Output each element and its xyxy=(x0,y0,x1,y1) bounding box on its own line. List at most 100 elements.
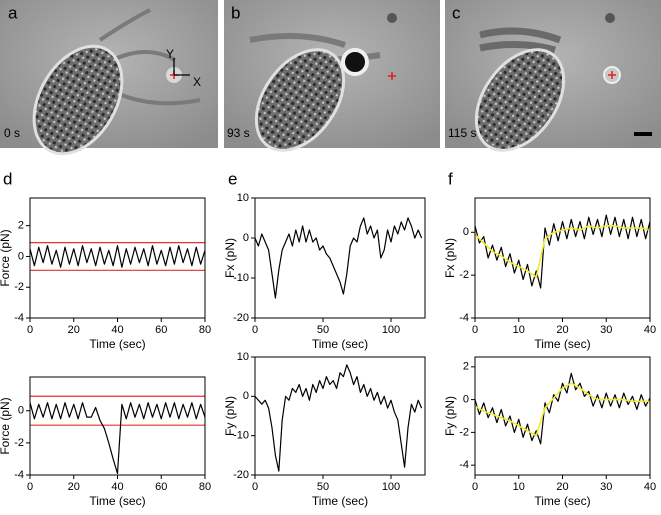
cell xyxy=(254,48,346,152)
cell-process xyxy=(479,27,562,54)
x-tick-label: 100 xyxy=(382,481,400,493)
y-tick-label: -20 xyxy=(233,469,249,481)
x-tick-label: 0 xyxy=(252,481,258,493)
plot-frame xyxy=(29,197,206,319)
trace xyxy=(29,245,206,268)
y-axis-label: Fx (pN) xyxy=(443,238,457,278)
x-tick-label: 60 xyxy=(155,481,167,493)
y-axis-label: Fx (pN) xyxy=(223,238,237,278)
y-tick-label: -2 xyxy=(459,426,469,438)
x-tick-label: 40 xyxy=(644,481,656,493)
marker xyxy=(388,72,396,80)
y-tick-label: 0 xyxy=(463,394,469,406)
scale-bar xyxy=(634,132,652,136)
y-tick-label: 10 xyxy=(237,192,249,204)
trace xyxy=(474,225,651,279)
x-tick-label: 40 xyxy=(111,324,123,336)
debris xyxy=(605,13,615,23)
y-tick-label: -2 xyxy=(459,269,469,281)
panel-label: e xyxy=(228,169,237,188)
trace xyxy=(474,372,651,445)
image-panel: Y X a 0 s xyxy=(0,0,218,156)
x-tick-label: 40 xyxy=(111,481,123,493)
panel-label: b xyxy=(231,3,240,22)
y-tick-label: -2 xyxy=(14,437,24,449)
axis-label: X xyxy=(193,75,201,89)
x-axis-label: Time (sec) xyxy=(89,337,145,351)
x-axis-label: Time (sec) xyxy=(312,494,368,508)
x-tick-label: 0 xyxy=(27,481,33,493)
x-tick-label: 30 xyxy=(600,324,612,336)
x-axis-label: Time (sec) xyxy=(312,337,368,351)
plot-frame xyxy=(474,356,651,476)
trace xyxy=(254,364,423,472)
x-axis-label: Time (sec) xyxy=(534,337,590,351)
panel-label: c xyxy=(452,3,461,22)
panel-label: f xyxy=(448,169,453,188)
debris xyxy=(387,13,397,23)
marker xyxy=(608,71,616,79)
y-tick-label: 0 xyxy=(243,232,249,244)
plot-frame xyxy=(254,197,426,319)
time-label: 115 s xyxy=(448,126,476,140)
trace xyxy=(29,402,206,474)
y-tick-label: -4 xyxy=(459,459,469,471)
time-label: 93 s xyxy=(227,126,250,140)
panel-label: a xyxy=(8,3,18,22)
axes-icon xyxy=(173,58,190,76)
image-panel: b 93 s xyxy=(224,0,440,152)
x-tick-label: 10 xyxy=(513,324,525,336)
y-axis-label: Fy (pN) xyxy=(223,396,237,436)
time-label: 0 s xyxy=(4,126,20,140)
y-tick-label: -4 xyxy=(14,469,24,481)
cell xyxy=(474,48,566,152)
plot-frame xyxy=(254,356,426,476)
plot-frame xyxy=(29,376,206,476)
y-tick-label: -10 xyxy=(233,430,249,442)
trace xyxy=(254,217,423,299)
axis-label: Y xyxy=(166,47,174,61)
panel-label: d xyxy=(3,169,12,188)
cell xyxy=(32,44,124,156)
y-tick-label: 0 xyxy=(463,226,469,238)
x-tick-label: 0 xyxy=(27,324,33,336)
y-tick-label: -4 xyxy=(459,312,469,324)
y-tick-label: 0 xyxy=(18,405,24,417)
x-tick-label: 30 xyxy=(600,481,612,493)
x-axis-label: Time (sec) xyxy=(89,494,145,508)
y-tick-label: 0 xyxy=(18,250,24,262)
y-tick-label: -20 xyxy=(233,312,249,324)
bead xyxy=(341,48,369,76)
y-axis-label: Force (pN) xyxy=(0,229,12,286)
trace xyxy=(474,214,651,289)
x-tick-label: 40 xyxy=(644,324,656,336)
x-axis-label: Time (sec) xyxy=(534,494,590,508)
x-tick-label: 50 xyxy=(317,324,329,336)
x-tick-label: 80 xyxy=(199,324,211,336)
x-tick-label: 60 xyxy=(155,324,167,336)
x-tick-label: 20 xyxy=(68,481,80,493)
x-tick-label: 0 xyxy=(252,324,258,336)
plot-frame xyxy=(474,197,651,319)
x-tick-label: 20 xyxy=(556,481,568,493)
y-tick-label: -4 xyxy=(14,312,24,324)
y-tick-label: 2 xyxy=(18,220,24,232)
x-tick-label: 50 xyxy=(317,481,329,493)
x-tick-label: 0 xyxy=(472,481,478,493)
x-tick-label: 20 xyxy=(68,324,80,336)
trace xyxy=(474,382,650,437)
y-tick-label: -2 xyxy=(14,281,24,293)
y-tick-label: -10 xyxy=(233,272,249,284)
image-panel: c 115 s xyxy=(445,0,661,152)
y-tick-label: 10 xyxy=(237,351,249,363)
x-tick-label: 100 xyxy=(382,324,400,336)
y-tick-label: 0 xyxy=(243,390,249,402)
x-tick-label: 0 xyxy=(472,324,478,336)
y-axis-label: Fy (pN) xyxy=(443,396,457,436)
x-tick-label: 10 xyxy=(513,481,525,493)
y-axis-label: Force (pN) xyxy=(0,397,12,454)
x-tick-label: 20 xyxy=(556,324,568,336)
x-tick-label: 80 xyxy=(199,481,211,493)
